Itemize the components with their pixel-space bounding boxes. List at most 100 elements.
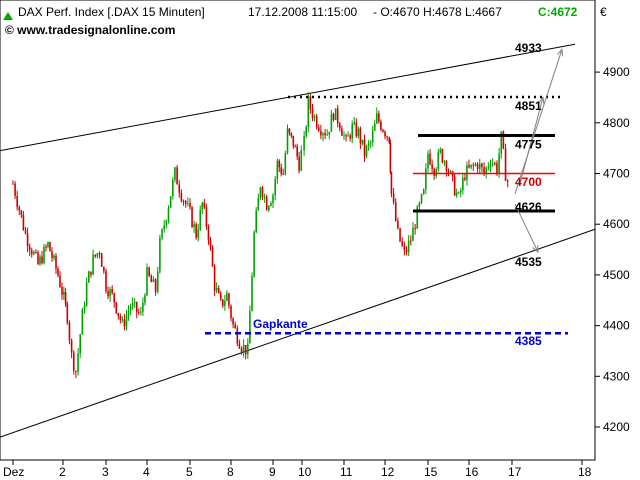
candle-body	[388, 137, 391, 143]
watermark: © www.tradesignalonline.com	[5, 23, 175, 37]
candle-body	[165, 220, 168, 226]
candle-body	[462, 177, 464, 191]
y-tick-label: 4200	[603, 420, 630, 434]
candle-body	[318, 127, 320, 131]
candle-body	[300, 150, 303, 171]
x-tick-label: 4	[143, 465, 150, 479]
candle-body	[466, 165, 468, 180]
candle-body	[270, 203, 272, 206]
candle-body	[376, 113, 378, 124]
candle-body	[150, 276, 153, 283]
candle-body	[28, 246, 31, 251]
x-tick-label: 15	[424, 465, 438, 479]
candle-body	[478, 163, 481, 169]
candle-body	[447, 170, 450, 173]
candle-body	[429, 153, 431, 165]
level-lines: 4933 4851 4775 4700 4626 4535 4385 Gapkante	[205, 41, 568, 348]
candle-body	[12, 183, 14, 185]
candle-body	[500, 131, 503, 154]
y-tick-label: 4300	[603, 369, 630, 383]
candle-body	[353, 122, 356, 124]
candle-body	[298, 156, 300, 171]
candle-body	[92, 254, 94, 275]
candle-body	[389, 142, 392, 173]
candle-body	[431, 164, 433, 169]
candle-body	[127, 311, 130, 316]
candle-body	[103, 266, 105, 272]
candle-body	[68, 322, 71, 341]
candle-body	[420, 194, 423, 203]
candle-body	[94, 254, 97, 257]
candle-body	[292, 135, 295, 147]
candle-body	[506, 180, 509, 182]
candle-body	[90, 271, 92, 275]
level-label-4933: 4933	[515, 41, 542, 55]
candle-body	[135, 301, 138, 313]
candle-body	[263, 196, 266, 198]
candle-body	[142, 302, 144, 312]
candle-body	[43, 246, 45, 264]
candle-body	[330, 113, 333, 132]
projection-down-arrow	[514, 203, 539, 253]
candle-body	[322, 133, 324, 136]
y-tick-label: 4500	[603, 268, 630, 282]
candle-body	[309, 96, 312, 109]
candle-body	[414, 227, 416, 229]
candle-body	[75, 371, 77, 373]
candle-body	[412, 227, 414, 241]
level-label-4700: 4700	[515, 175, 542, 189]
candle-body	[332, 113, 335, 120]
candle-body	[363, 139, 366, 157]
candle-body	[88, 271, 90, 283]
candle-body	[199, 209, 202, 230]
candle-body	[152, 279, 155, 283]
candle-body	[491, 163, 494, 165]
candle-body	[70, 340, 73, 353]
candle-body	[113, 293, 115, 303]
candle-body	[382, 129, 384, 132]
candle-body	[455, 192, 458, 196]
candle-body	[49, 242, 51, 252]
candle-body	[232, 318, 234, 325]
candle-body	[107, 290, 109, 297]
candle-body	[278, 160, 281, 168]
candle-body	[397, 220, 399, 229]
candle-body	[234, 324, 236, 329]
candle-body	[207, 226, 210, 241]
candle-body	[433, 168, 435, 176]
projection-down-arrow-head	[532, 245, 539, 254]
candle-body	[161, 229, 163, 239]
candle-body	[320, 130, 322, 136]
candle-body	[489, 164, 492, 167]
candle-body	[215, 287, 218, 291]
candle-body	[257, 197, 260, 211]
candle-body	[418, 202, 421, 207]
candle-body	[315, 116, 318, 128]
candle-body	[394, 202, 397, 221]
gap-label: Gapkante	[253, 317, 308, 331]
candle-body	[357, 128, 360, 137]
candle-body	[238, 343, 241, 349]
candle-body	[154, 279, 157, 292]
candle-body	[131, 302, 134, 307]
candle-body	[176, 167, 178, 185]
candle-body	[37, 252, 39, 265]
level-label-4535: 4535	[515, 255, 542, 269]
candle-body	[294, 146, 297, 148]
candle-body	[341, 128, 343, 136]
candle-body	[18, 206, 21, 211]
candle-body	[174, 167, 176, 180]
candle-body	[290, 132, 293, 136]
candle-body	[24, 229, 27, 234]
candle-body	[343, 135, 345, 137]
candle-body	[201, 202, 204, 210]
candle-body	[349, 135, 351, 139]
candle-body	[172, 179, 174, 197]
x-tick-label: 3	[102, 465, 109, 479]
candle-body	[193, 224, 195, 228]
candle-body	[496, 163, 498, 174]
candle-body	[280, 167, 283, 174]
candle-body	[487, 166, 490, 168]
candle-body	[180, 192, 183, 201]
